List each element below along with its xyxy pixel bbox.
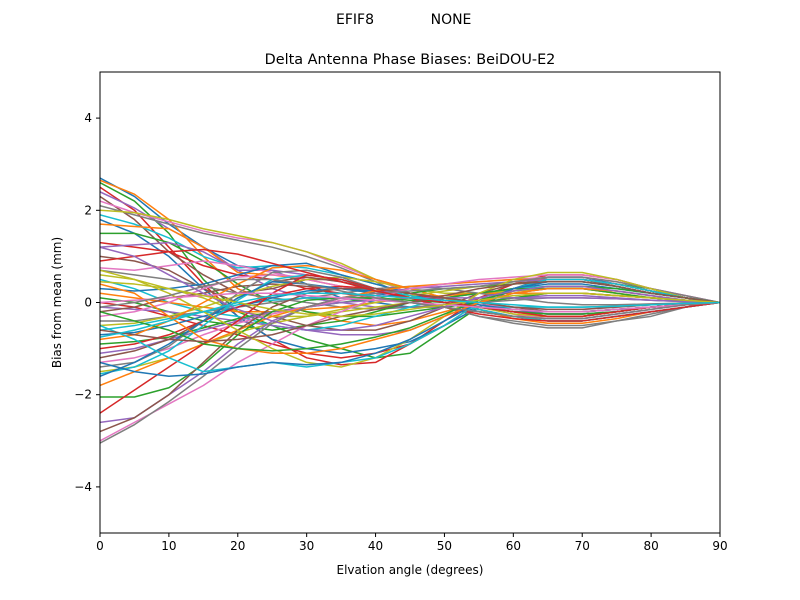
y-tick-label: 4	[84, 111, 92, 125]
x-axis-label: Elvation angle (degrees)	[337, 563, 484, 577]
chart-title: Delta Antenna Phase Biases: BeiDOU-E2	[265, 52, 556, 68]
suptitle-left: EFIF8	[336, 12, 374, 28]
series-line-53	[100, 285, 720, 352]
x-tick-label: 90	[712, 539, 727, 553]
x-tick-label: 10	[161, 539, 176, 553]
series-line-48	[100, 276, 720, 444]
y-axis-label: Bias from mean (mm)	[50, 237, 64, 368]
y-tick-label: −2	[74, 388, 92, 402]
x-tick-label: 70	[575, 539, 590, 553]
x-tick-label: 20	[230, 539, 245, 553]
x-tick-label: 30	[299, 539, 314, 553]
series-line-46	[100, 287, 720, 433]
y-tick-label: −4	[74, 480, 92, 494]
y-tick-label: 2	[84, 203, 92, 217]
x-tick-label: 40	[368, 539, 383, 553]
x-tick-label: 50	[437, 539, 452, 553]
series-line-60	[100, 292, 720, 338]
series-line-55	[100, 246, 720, 331]
y-axis: −4 −2 0 2 4	[74, 111, 100, 494]
x-axis: 0 10 20 30 40 50 60 70 80 90	[96, 533, 728, 553]
suptitle-right: NONE	[431, 12, 472, 28]
y-tick-label: 0	[84, 296, 92, 310]
series-line-50	[100, 278, 720, 373]
series-line-58	[100, 278, 720, 320]
x-tick-label: 80	[643, 539, 658, 553]
x-tick-label: 0	[96, 539, 104, 553]
series-layer	[100, 177, 720, 444]
series-line-59	[100, 281, 720, 318]
x-tick-label: 60	[506, 539, 521, 553]
